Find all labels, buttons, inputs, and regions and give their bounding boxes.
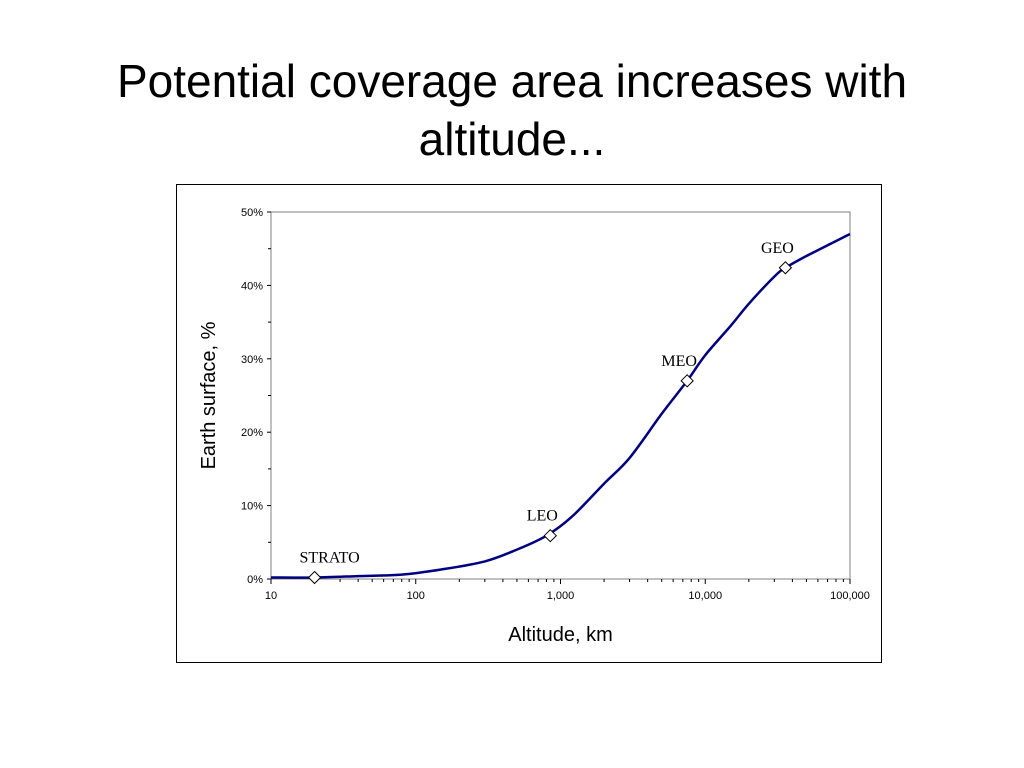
marker-label-meo: MEO <box>661 353 697 370</box>
y-tick-label: 0% <box>247 574 263 586</box>
y-axis-title: Earth surface, % <box>198 321 220 469</box>
x-tick-label: 1,000 <box>547 590 575 602</box>
marker-meo <box>680 374 694 388</box>
coverage-chart: 0% 10% 20% 30% 40% 50% 10 100 1,000 10,000 100,00… <box>198 207 870 646</box>
slide-title-line2: altitude... <box>418 113 606 165</box>
plot-area <box>270 211 851 580</box>
marker-label-strato: STRATO <box>299 550 359 567</box>
y-tick-label: 50% <box>241 207 263 219</box>
x-tick-label: 100,000 <box>830 590 870 602</box>
x-tick-label: 10 <box>265 590 277 602</box>
marker-label-leo: LEO <box>527 508 558 525</box>
x-tick-label: 100 <box>407 590 425 602</box>
markers: STRATO LEO MEO GEO <box>299 240 794 585</box>
slide-title: Potential coverage area increases with a… <box>40 52 984 168</box>
x-axis: 10 100 1,000 10,000 100,000 <box>265 579 870 602</box>
y-tick-label: 20% <box>241 427 263 439</box>
y-tick-label: 10% <box>241 501 263 513</box>
y-tick-label: 30% <box>241 354 263 366</box>
series-line <box>270 232 851 579</box>
marker-label-geo: GEO <box>761 240 794 257</box>
marker-leo <box>543 528 557 543</box>
marker-strato <box>307 570 322 585</box>
y-tick-label: 40% <box>241 280 263 292</box>
y-axis: 0% 10% 20% 30% 40% 50% <box>241 207 271 586</box>
chart-frame: 0% 10% 20% 30% 40% 50% 10 100 1,000 10,000 100,00… <box>176 184 882 663</box>
x-tick-label: 10,000 <box>688 590 722 602</box>
slide-title-line1: Potential coverage area increases with <box>116 55 908 107</box>
marker-geo <box>778 261 793 275</box>
x-axis-title: Altitude, km <box>508 624 612 646</box>
